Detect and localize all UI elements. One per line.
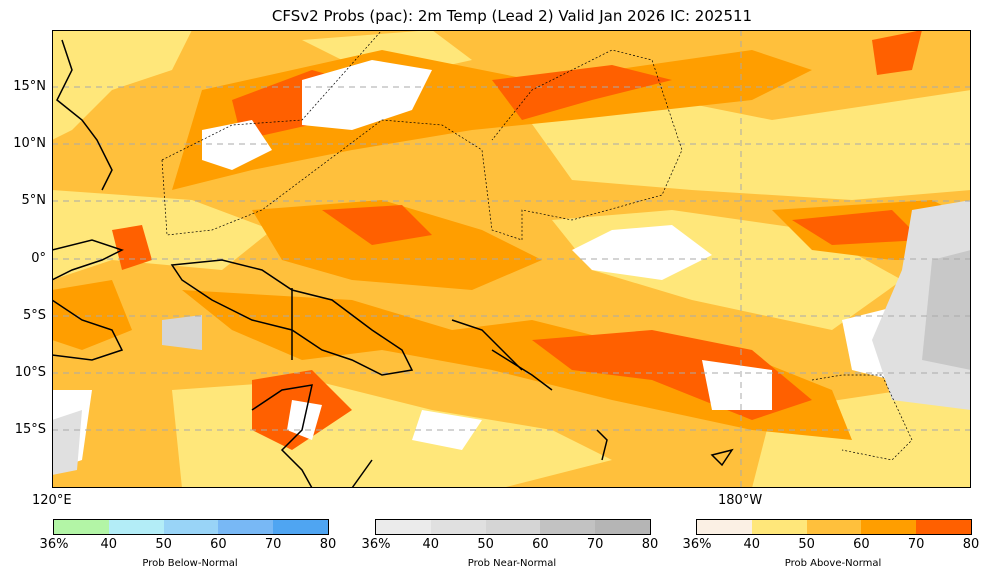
colorbar-tick: 50 (155, 537, 172, 552)
colorbar-swatch (485, 520, 541, 534)
colorbar-tick: 60 (532, 537, 549, 552)
near-normal-colorbar (375, 519, 651, 535)
map-frame (52, 30, 971, 488)
colorbar-tick: 36% (682, 537, 712, 552)
colorbar-swatch (108, 520, 164, 534)
colorbar-swatch (806, 520, 862, 534)
colorbar-tick: 80 (319, 537, 337, 552)
colorbar-tick: 36% (361, 537, 391, 552)
map-title: CFSv2 Probs (pac): 2m Temp (Lead 2) Vali… (271, 7, 753, 25)
colorbar-tick: 70 (264, 537, 282, 552)
boundaries (161, 30, 913, 461)
colorbar-swatch (751, 520, 807, 534)
colorbar-swatch (218, 520, 274, 534)
near-normal-regions (52, 200, 971, 475)
lon-label: 120°E (32, 493, 72, 508)
colorbar-swatch (916, 520, 971, 534)
colorbar-swatch (697, 520, 752, 534)
lat-label: 10°N (13, 136, 46, 151)
lon-label: 180°W (718, 493, 763, 508)
lat-label: 15°N (13, 79, 46, 94)
colorbar-swatch (595, 520, 650, 534)
colorbar-label: Prob Above-Normal (784, 558, 882, 569)
colorbar-label: Prob Near-Normal (467, 558, 557, 569)
colorbar-tick: 40 (422, 537, 440, 552)
above-normal-colorbar (696, 519, 972, 535)
probability-map (52, 30, 971, 488)
coastlines (52, 39, 734, 488)
colorbar-tick: 40 (743, 537, 761, 552)
colorbar-label: Prob Below-Normal (142, 558, 238, 569)
colorbar-tick: 60 (210, 537, 227, 552)
lat-label: 5°N (21, 193, 47, 208)
lat-label: 5°S (22, 308, 46, 323)
colorbar-tick: 80 (641, 537, 659, 552)
colorbar-tick: 50 (798, 537, 815, 552)
colorbar-tick: 60 (853, 537, 870, 552)
colorbar-tick: 70 (907, 537, 925, 552)
colorbar-swatch (861, 520, 917, 534)
colorbar-swatch (430, 520, 486, 534)
colorbar-tick: 50 (477, 537, 494, 552)
lat-label: 0° (31, 251, 46, 266)
lat-label: 15°S (14, 422, 46, 437)
colorbar-swatch (540, 520, 596, 534)
colorbar-swatch (163, 520, 219, 534)
lat-label: 10°S (14, 365, 46, 380)
colorbar-swatch (273, 520, 328, 534)
colorbar-swatch (376, 520, 431, 534)
colorbar-swatch (54, 520, 109, 534)
colorbar-tick: 80 (962, 537, 980, 552)
colorbar-tick: 70 (586, 537, 604, 552)
colorbar-tick: 40 (100, 537, 118, 552)
below-normal-colorbar (53, 519, 329, 535)
colorbar-tick: 36% (39, 537, 69, 552)
